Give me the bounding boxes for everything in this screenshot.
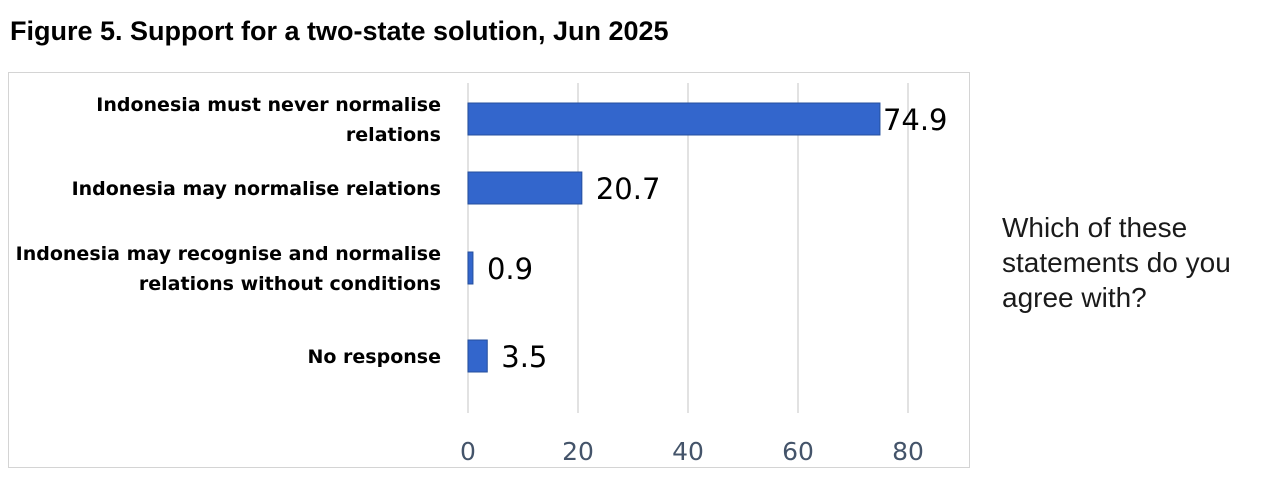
x-tick-label: 20 [562,437,594,466]
bar [467,339,488,373]
survey-question: Which of these statements do you agree w… [1002,212,1231,313]
category-label: Indonesia may normalise relations [72,178,441,200]
x-tick-label: 60 [782,437,814,466]
category-label: Indonesia may recognise and normalise rel… [16,243,441,295]
category-label: Indonesia must never normalise relations [96,94,441,146]
chart-area: 0 20 40 60 80 Indonesia must never normalise r… [8,72,970,468]
bar-chart: 0 20 40 60 80 Indonesia must never normalise r… [16,83,948,466]
x-tick-label: 40 [672,437,704,466]
bar [467,102,881,136]
category-label: No response [307,346,441,368]
chart-title: Figure 5. Support for a two-state soluti… [10,16,669,46]
bar [467,251,474,285]
x-tick-label: 80 [892,437,924,466]
data-label: 74.9 [883,103,948,137]
data-label: 0.9 [487,252,533,286]
data-label: 3.5 [501,340,547,374]
data-label: 20.7 [596,172,661,206]
x-tick-label: 0 [460,437,476,466]
bar [467,171,583,205]
